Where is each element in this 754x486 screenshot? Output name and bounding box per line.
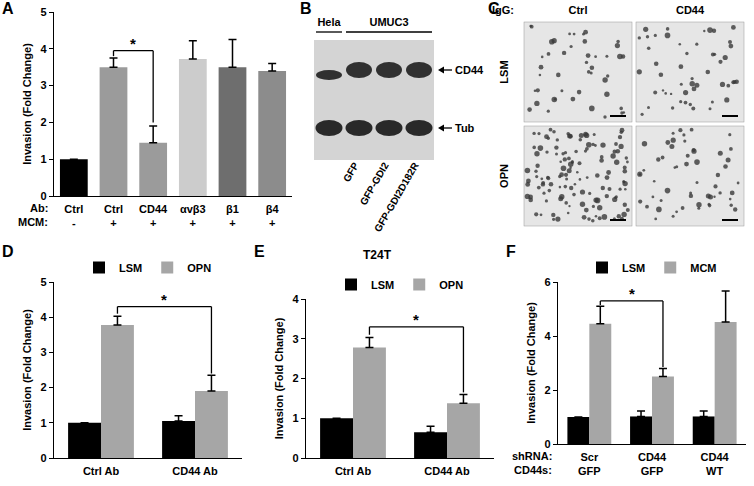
svg-text:2: 2 xyxy=(40,381,46,393)
svg-text:Hela: Hela xyxy=(317,16,341,28)
svg-text:4: 4 xyxy=(40,311,47,323)
svg-text:UMUC3: UMUC3 xyxy=(369,16,408,28)
svg-text:MCM:: MCM: xyxy=(18,216,48,228)
svg-text:*: * xyxy=(413,311,419,328)
svg-text:MCM: MCM xyxy=(690,262,716,274)
svg-text:CD44GFP: CD44GFP xyxy=(638,451,667,477)
svg-text:1: 1 xyxy=(292,412,298,424)
svg-text:CD44WT: CD44WT xyxy=(701,451,730,477)
svg-text:GFP-GDI2D182R: GFP-GDI2D182R xyxy=(372,160,421,234)
svg-text:2: 2 xyxy=(292,372,298,384)
svg-text:Invasion (Fold Change): Invasion (Fold Change) xyxy=(21,43,33,165)
svg-text:*: * xyxy=(629,285,635,302)
svg-text:Invasion (Fold Change): Invasion (Fold Change) xyxy=(273,317,285,439)
svg-text:Ab:: Ab: xyxy=(30,202,48,214)
svg-text:Invasion (Fold Change): Invasion (Fold Change) xyxy=(21,309,33,431)
svg-text:3: 3 xyxy=(40,346,46,358)
svg-text:β1+: β1+ xyxy=(226,203,239,229)
svg-text:5: 5 xyxy=(40,6,46,18)
svg-text:0: 0 xyxy=(544,438,550,450)
svg-text:CD44: CD44 xyxy=(455,64,484,76)
svg-text:Ctrl+: Ctrl+ xyxy=(104,203,123,229)
svg-text:CD44s:: CD44s: xyxy=(514,464,552,476)
svg-text:T24T: T24T xyxy=(363,248,392,262)
svg-text:ScrGFP: ScrGFP xyxy=(578,451,601,477)
svg-text:1: 1 xyxy=(40,417,46,429)
svg-text:2: 2 xyxy=(544,384,550,396)
svg-text:6: 6 xyxy=(544,276,550,288)
svg-text:LSM: LSM xyxy=(371,279,394,291)
svg-text:CD44 Ab: CD44 Ab xyxy=(424,465,470,477)
svg-text:αvβ3+: αvβ3+ xyxy=(180,203,206,229)
svg-text:4: 4 xyxy=(292,293,299,305)
svg-text:Tub: Tub xyxy=(455,122,475,134)
svg-text:Ctrl: Ctrl xyxy=(569,4,588,16)
svg-text:4: 4 xyxy=(40,43,47,55)
svg-text:3: 3 xyxy=(40,79,46,91)
svg-text:*: * xyxy=(161,291,167,308)
svg-text:shRNA:: shRNA: xyxy=(512,450,552,462)
svg-text:Invasion (Fold Change): Invasion (Fold Change) xyxy=(525,302,537,424)
svg-text:Ctrl Ab: Ctrl Ab xyxy=(83,465,120,477)
svg-text:Ctrl-: Ctrl- xyxy=(64,203,83,229)
svg-text:LSM: LSM xyxy=(498,60,510,83)
svg-text:OPN: OPN xyxy=(439,279,463,291)
svg-text:0: 0 xyxy=(40,190,46,202)
svg-text:2: 2 xyxy=(40,116,46,128)
svg-text:LSM: LSM xyxy=(119,262,142,274)
svg-text:OPN: OPN xyxy=(498,164,510,188)
svg-text:CD44 Ab: CD44 Ab xyxy=(172,465,218,477)
svg-text:OPN: OPN xyxy=(187,262,211,274)
svg-text:4: 4 xyxy=(544,330,551,342)
svg-text:0: 0 xyxy=(292,452,298,464)
svg-text:CD44+: CD44+ xyxy=(139,203,168,229)
svg-text:GFP-GDI2: GFP-GDI2 xyxy=(358,160,391,207)
svg-text:Ctrl Ab: Ctrl Ab xyxy=(335,465,372,477)
svg-text:*: * xyxy=(130,35,136,52)
svg-text:LSM: LSM xyxy=(622,262,645,274)
svg-text:0: 0 xyxy=(40,452,46,464)
svg-text:5: 5 xyxy=(40,276,46,288)
svg-text:3: 3 xyxy=(292,333,298,345)
svg-text:CD44: CD44 xyxy=(676,4,705,16)
svg-text:1: 1 xyxy=(40,153,46,165)
svg-text:GFP: GFP xyxy=(341,160,361,184)
svg-text:β4+: β4+ xyxy=(266,203,280,229)
